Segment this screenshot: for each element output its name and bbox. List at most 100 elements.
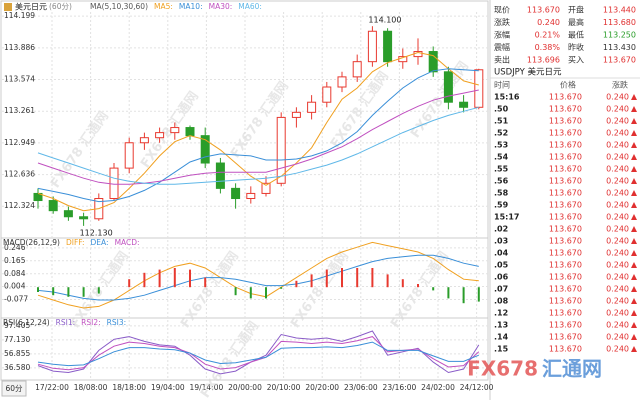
candle-body xyxy=(63,210,73,218)
candle-body xyxy=(139,137,149,144)
trade-price: 113.670 xyxy=(549,333,582,342)
candle-body xyxy=(155,132,165,139)
trade-time: .50 xyxy=(494,105,509,114)
time-label: 19/14:00 xyxy=(190,383,224,392)
trade-change: 0.240 xyxy=(606,249,629,258)
y-tick-label: 112.636 xyxy=(4,170,35,179)
candle-body xyxy=(246,192,256,200)
time-label: 20/00:00 xyxy=(228,383,262,392)
trade-price: 113.670 xyxy=(549,105,582,114)
candle-body xyxy=(124,142,134,169)
y-tick-label: 114.199 xyxy=(4,11,35,20)
up-arrow xyxy=(631,178,637,184)
trade-change: 0.240 xyxy=(606,297,629,306)
trade-price: 113.670 xyxy=(549,141,582,150)
trade-price: 113.670 xyxy=(549,225,582,234)
candle-body xyxy=(459,101,469,108)
trade-time: .07 xyxy=(494,285,508,294)
trade-change: 0.240 xyxy=(606,117,629,126)
candle-body xyxy=(79,216,89,220)
ma-line xyxy=(37,68,479,203)
candle-body xyxy=(261,182,271,194)
trade-price: 113.670 xyxy=(549,201,582,210)
trade-price: 113.670 xyxy=(549,285,582,294)
quote-value: 0.38% xyxy=(535,43,561,52)
legend-entry: MACD: xyxy=(115,238,140,247)
up-arrow xyxy=(631,166,637,172)
up-arrow xyxy=(631,190,637,196)
period-button[interactable]: 60分 xyxy=(5,384,23,393)
candle-body xyxy=(383,30,393,63)
up-arrow xyxy=(631,310,637,316)
trade-price: 113.670 xyxy=(549,237,582,246)
trade-header: 时间 xyxy=(494,80,510,90)
legend-entry: DIFF: xyxy=(66,238,85,247)
quote-value: 113.250 xyxy=(603,31,636,40)
quote-value: 0.240 xyxy=(537,18,560,27)
trade-price: 113.670 xyxy=(549,165,582,174)
trade-change: 0.240 xyxy=(606,141,629,150)
candle-body xyxy=(109,167,119,200)
trade-price: 113.670 xyxy=(549,309,582,318)
time-label: 24/12:00 xyxy=(460,383,494,392)
up-arrow xyxy=(631,226,637,232)
trade-change: 0.240 xyxy=(606,309,629,318)
trade-price: 113.670 xyxy=(549,273,582,282)
trade-time: .59 xyxy=(494,201,509,210)
ma-line xyxy=(37,51,479,212)
time-label: 20/20:00 xyxy=(305,383,339,392)
trade-time: 15:16 xyxy=(494,93,520,102)
trade-price: 113.670 xyxy=(549,93,582,102)
y-tick-label: 0.246 xyxy=(4,243,26,252)
panel-title: RSI(6,12,24) xyxy=(3,318,50,327)
trade-change: 0.240 xyxy=(606,189,629,198)
trade-change: 0.240 xyxy=(606,153,629,162)
price-annotation: 114.100 xyxy=(368,16,401,25)
trade-price: 113.670 xyxy=(549,177,582,186)
trade-time: .03 xyxy=(494,237,508,246)
trade-time: .06 xyxy=(494,273,509,282)
candle-body xyxy=(367,30,377,63)
trade-price: 113.670 xyxy=(549,189,582,198)
time-label: 17/22:00 xyxy=(35,383,69,392)
trade-price: 113.670 xyxy=(549,261,582,270)
trade-price: 113.670 xyxy=(549,297,582,306)
quote-label: 最高 xyxy=(568,17,584,27)
candle-body xyxy=(170,127,180,134)
y-tick-label: 0.004 xyxy=(4,282,26,291)
candle-body xyxy=(185,127,195,137)
trade-time: .13 xyxy=(494,321,508,330)
candle-body xyxy=(231,187,241,200)
up-arrow xyxy=(631,274,637,280)
trade-change: 0.240 xyxy=(606,321,629,330)
quote-label: 涨跌 xyxy=(494,17,510,27)
candle-body xyxy=(200,135,210,164)
trade-price: 113.670 xyxy=(549,249,582,258)
trade-time: .52 xyxy=(494,129,508,138)
chart-subtitle: (60分) xyxy=(49,2,72,11)
y-tick-label: 113.574 xyxy=(4,75,35,84)
up-arrow xyxy=(631,154,637,160)
trade-change: 0.240 xyxy=(606,273,629,282)
up-arrow xyxy=(631,238,637,244)
rsi-line xyxy=(37,341,479,367)
chart-title: 美元日元 xyxy=(15,2,47,12)
y-tick-label: 112.949 xyxy=(4,138,35,147)
y-tick-label: 113.886 xyxy=(4,43,35,52)
trade-price: 113.670 xyxy=(549,321,582,330)
legend-title: MA(5,10,30,60) xyxy=(90,2,148,11)
symbol-title: USDJPY 美元日元 xyxy=(494,67,562,78)
panel-title: MACD(26,12,9) xyxy=(3,238,60,247)
legend-entry: DEA: xyxy=(91,238,109,247)
ma-line xyxy=(37,89,479,185)
quote-label: 卖出 xyxy=(494,55,510,65)
quote-label: 买入 xyxy=(568,56,584,65)
legend-entry: RSI2: xyxy=(81,318,100,327)
candle-body xyxy=(428,51,438,73)
trade-change: 0.240 xyxy=(606,261,629,270)
quote-value: 113.430 xyxy=(603,43,636,52)
quote-label: 最低 xyxy=(568,30,584,40)
logo-brand: FX678 xyxy=(467,357,538,381)
